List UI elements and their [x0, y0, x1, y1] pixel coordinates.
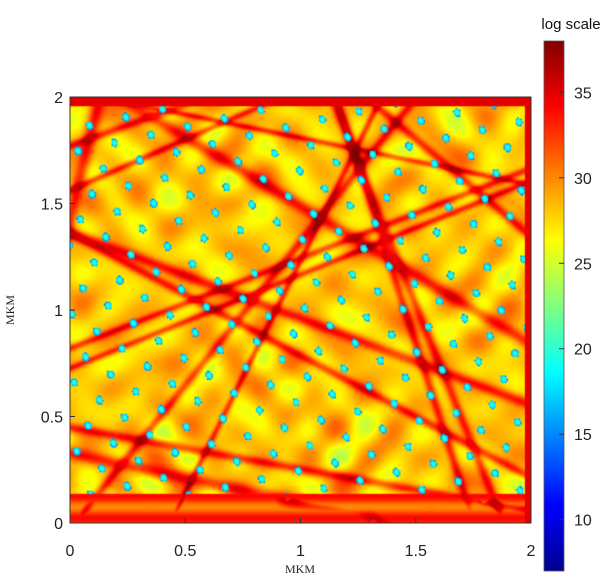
- x-axis-label: MKM: [285, 562, 315, 576]
- x-axis: 0 0.5 1 1.5 2: [66, 518, 536, 560]
- y-tick-label: 2: [54, 90, 63, 107]
- colorbar-tick-label: 25: [574, 256, 592, 273]
- y-axis-label: MKM: [3, 295, 17, 325]
- x-tick-label: 0.5: [174, 543, 196, 560]
- colorbar-ticks: 10 15 20 25 30 35: [559, 85, 592, 530]
- colorbar-tick-label: 15: [574, 427, 592, 444]
- colorbar-tick-label: 35: [574, 85, 592, 102]
- x-tick-label: 0: [66, 543, 75, 560]
- y-tick-label: 1.5: [41, 197, 63, 214]
- heatmap-image: [70, 97, 531, 523]
- x-tick-label: 1: [296, 543, 305, 560]
- y-tick-label: 0.5: [41, 410, 63, 427]
- colorbar-tick-label: 10: [574, 513, 592, 530]
- colorbar-title: log scale: [541, 16, 600, 33]
- y-tick-label: 0: [54, 516, 63, 533]
- heatmap-plot: [69, 96, 532, 524]
- y-tick-label: 1: [54, 303, 63, 320]
- x-tick-label: 2: [527, 543, 536, 560]
- colorbar-tick-label: 20: [574, 342, 592, 359]
- colorbar-gradient: [543, 40, 565, 572]
- colorbar: log scale 10 15 20 25 30 35: [541, 16, 601, 572]
- y-axis: 0 0.5 1 1.5 2: [41, 90, 75, 533]
- colorbar-tick-label: 30: [574, 171, 592, 188]
- x-tick-label: 1.5: [405, 543, 427, 560]
